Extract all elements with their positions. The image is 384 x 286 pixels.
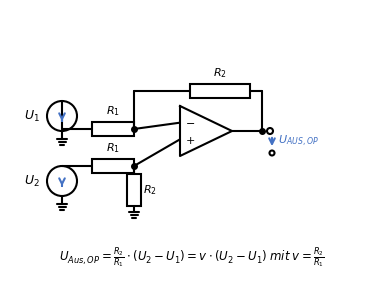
Text: $U_2$: $U_2$ [24, 173, 40, 188]
Text: $R_1$: $R_1$ [106, 104, 120, 118]
Text: $R_1$: $R_1$ [106, 141, 120, 155]
Text: $R_2$: $R_2$ [213, 66, 227, 80]
Text: $-$: $-$ [185, 117, 195, 127]
Text: $R_2$: $R_2$ [143, 183, 157, 197]
Bar [92, 122, 134, 136]
Bar [92, 159, 134, 173]
Bar [127, 174, 141, 206]
Circle shape [270, 150, 275, 156]
Text: $U_{AUS,OP}$: $U_{AUS,OP}$ [278, 134, 319, 148]
Text: $U_1$: $U_1$ [24, 108, 40, 124]
Circle shape [47, 101, 77, 131]
Circle shape [267, 128, 273, 134]
Bar [190, 84, 250, 98]
Text: $U_{Aus,OP} = \frac{R_2}{R_1} \cdot (U_2 - U_1) = v \cdot (U_2 - U_1)$$\; \mathi: $U_{Aus,OP} = \frac{R_2}{R_1} \cdot (U_2… [59, 246, 325, 270]
Text: $+$: $+$ [185, 135, 195, 146]
Circle shape [47, 166, 77, 196]
